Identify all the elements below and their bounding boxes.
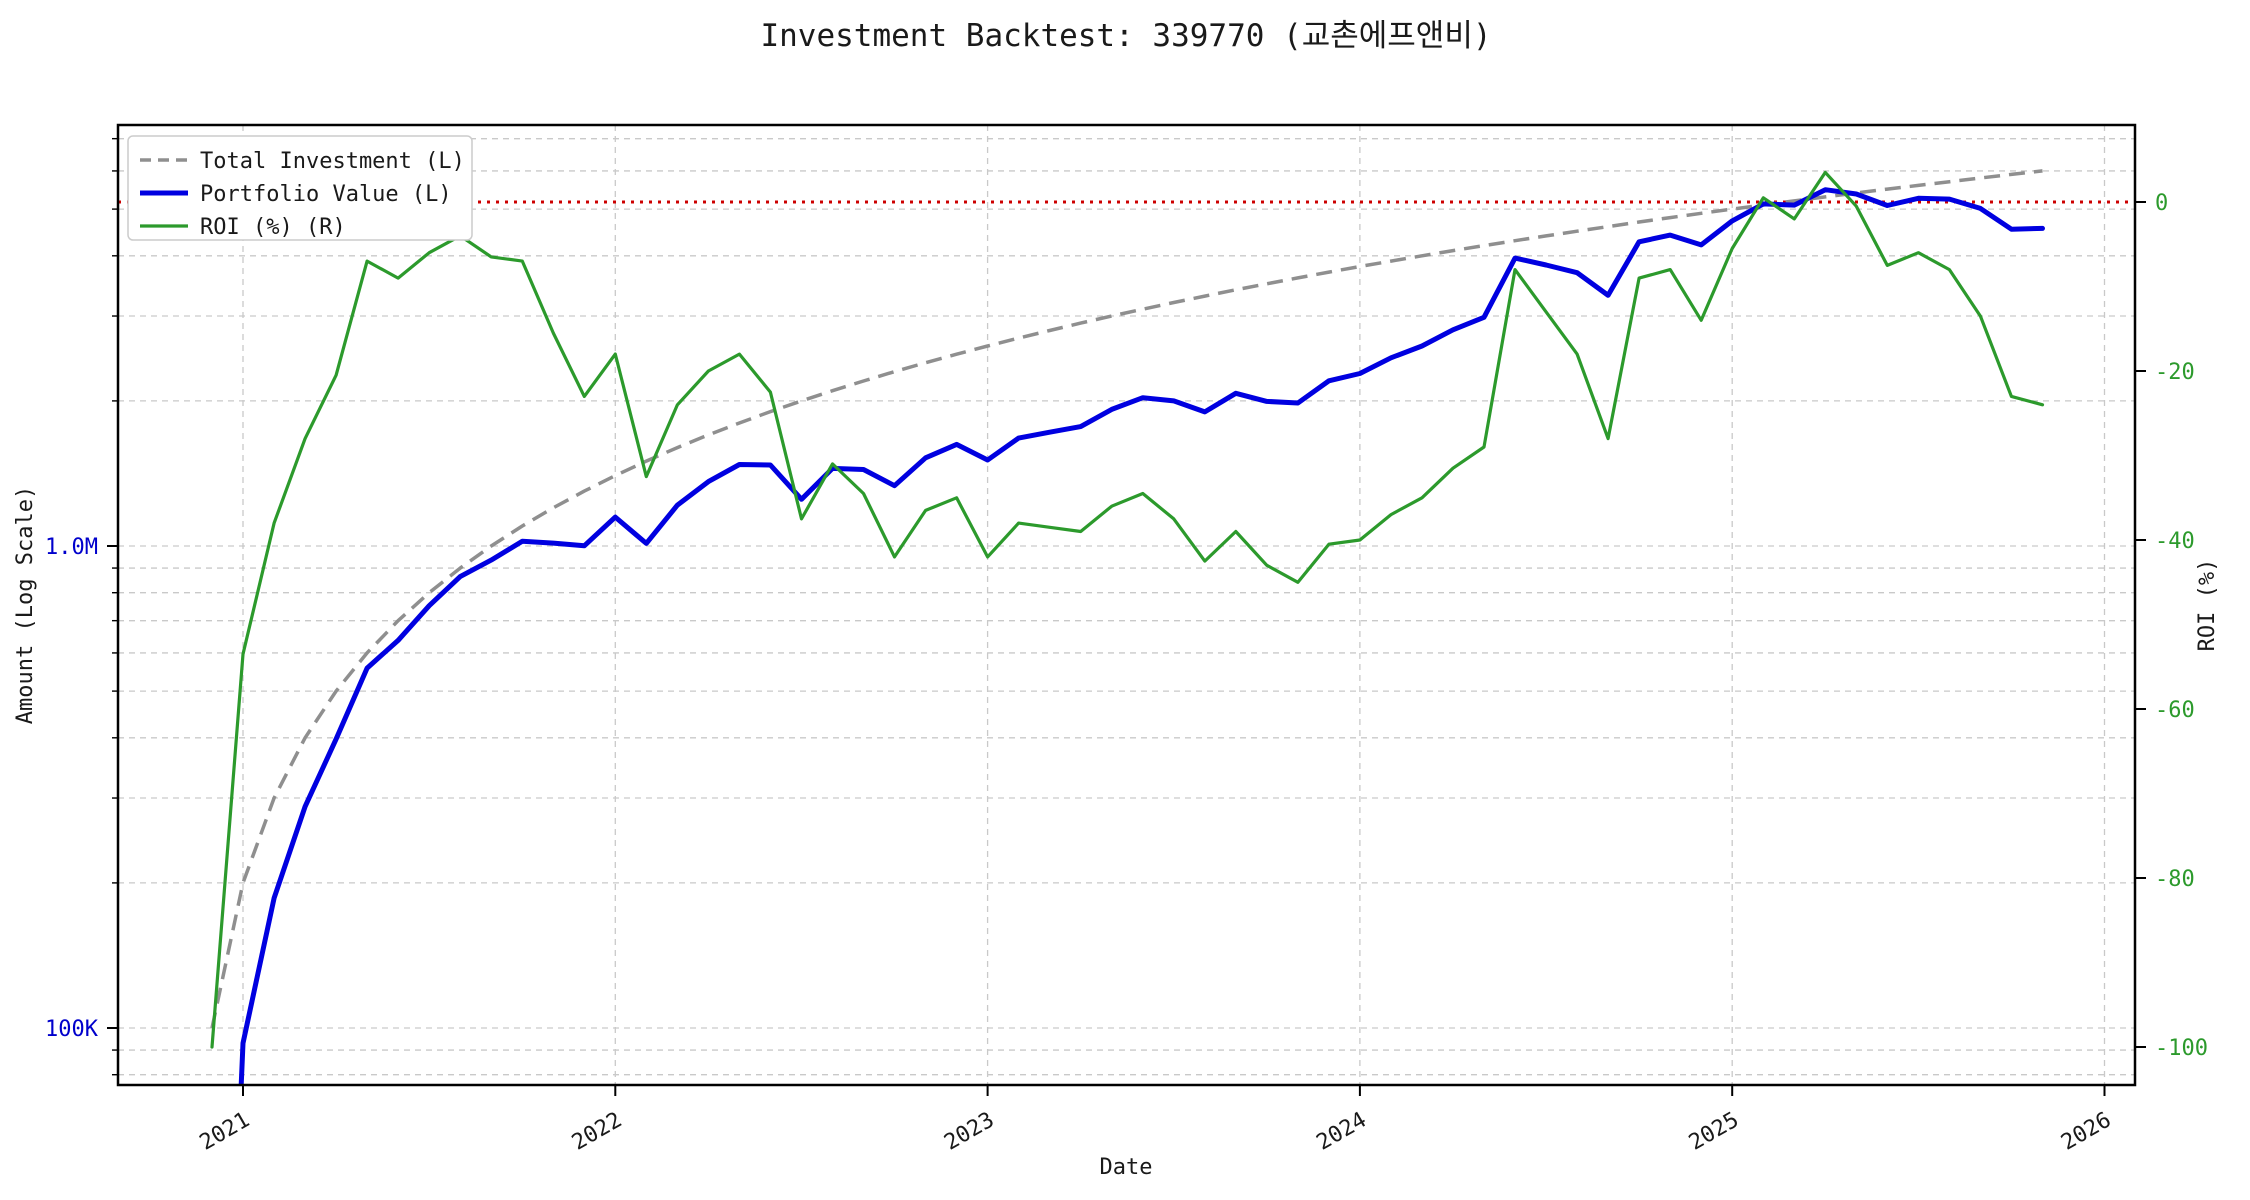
legend-label: Total Investment (L) bbox=[200, 149, 465, 174]
y-right-tick-label: 0 bbox=[2155, 191, 2168, 216]
portfolio-value-line bbox=[238, 187, 2045, 1085]
legend-item-portfolio-value: Portfolio Value (L) bbox=[140, 182, 452, 207]
x-tick-label: 2022 bbox=[568, 1108, 626, 1156]
y-left-axis-label: Amount (Log Scale) bbox=[13, 486, 38, 724]
y-right-tick-label: -60 bbox=[2155, 698, 2195, 723]
total-investment-line bbox=[210, 169, 2043, 1029]
roi-line bbox=[210, 170, 2045, 1049]
y-right-tick-label: -80 bbox=[2155, 867, 2195, 892]
y-right-tick-label: -100 bbox=[2155, 1036, 2208, 1061]
x-tick-label: 2024 bbox=[1313, 1108, 1371, 1156]
y-right-tick-label: -40 bbox=[2155, 529, 2195, 554]
x-tick-label: 2025 bbox=[1685, 1108, 1743, 1156]
legend-label: ROI (%) (R) bbox=[200, 215, 346, 240]
y-right-tick-label: -20 bbox=[2155, 360, 2195, 385]
legend-item-total-investment: Total Investment (L) bbox=[140, 149, 465, 174]
chart-title: Investment Backtest: 339770 (교촌에프앤비) bbox=[760, 18, 1491, 54]
x-tick-label: 2023 bbox=[940, 1108, 998, 1156]
legend-box bbox=[127, 135, 473, 241]
x-tick-label: 2026 bbox=[2057, 1108, 2115, 1156]
gridlines bbox=[118, 125, 2135, 1085]
legend-item-roi: ROI (%) (R) bbox=[140, 215, 346, 240]
y-left-tick-label: 1.0M bbox=[45, 535, 98, 560]
plot-border bbox=[116, 123, 2137, 1087]
y-left-tick-label: 100K bbox=[45, 1017, 99, 1042]
axis-ticks: 2021 2022 2023 2024 2025 2026 100K 1.0M 0 -20 -40 -… bbox=[45, 137, 2208, 1156]
x-axis-label: Date bbox=[1100, 1155, 1153, 1180]
legend: Total Investment (L) Portfolio Value (L)… bbox=[127, 135, 473, 241]
x-tick-label: 2021 bbox=[196, 1108, 254, 1156]
legend-label: Portfolio Value (L) bbox=[200, 182, 452, 207]
y-right-axis-label: ROI (%) bbox=[2195, 559, 2220, 652]
